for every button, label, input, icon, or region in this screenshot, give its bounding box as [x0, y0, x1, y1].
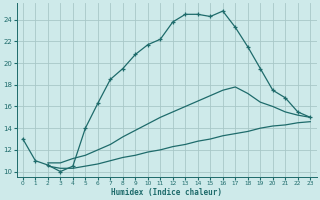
X-axis label: Humidex (Indice chaleur): Humidex (Indice chaleur)	[111, 188, 222, 197]
